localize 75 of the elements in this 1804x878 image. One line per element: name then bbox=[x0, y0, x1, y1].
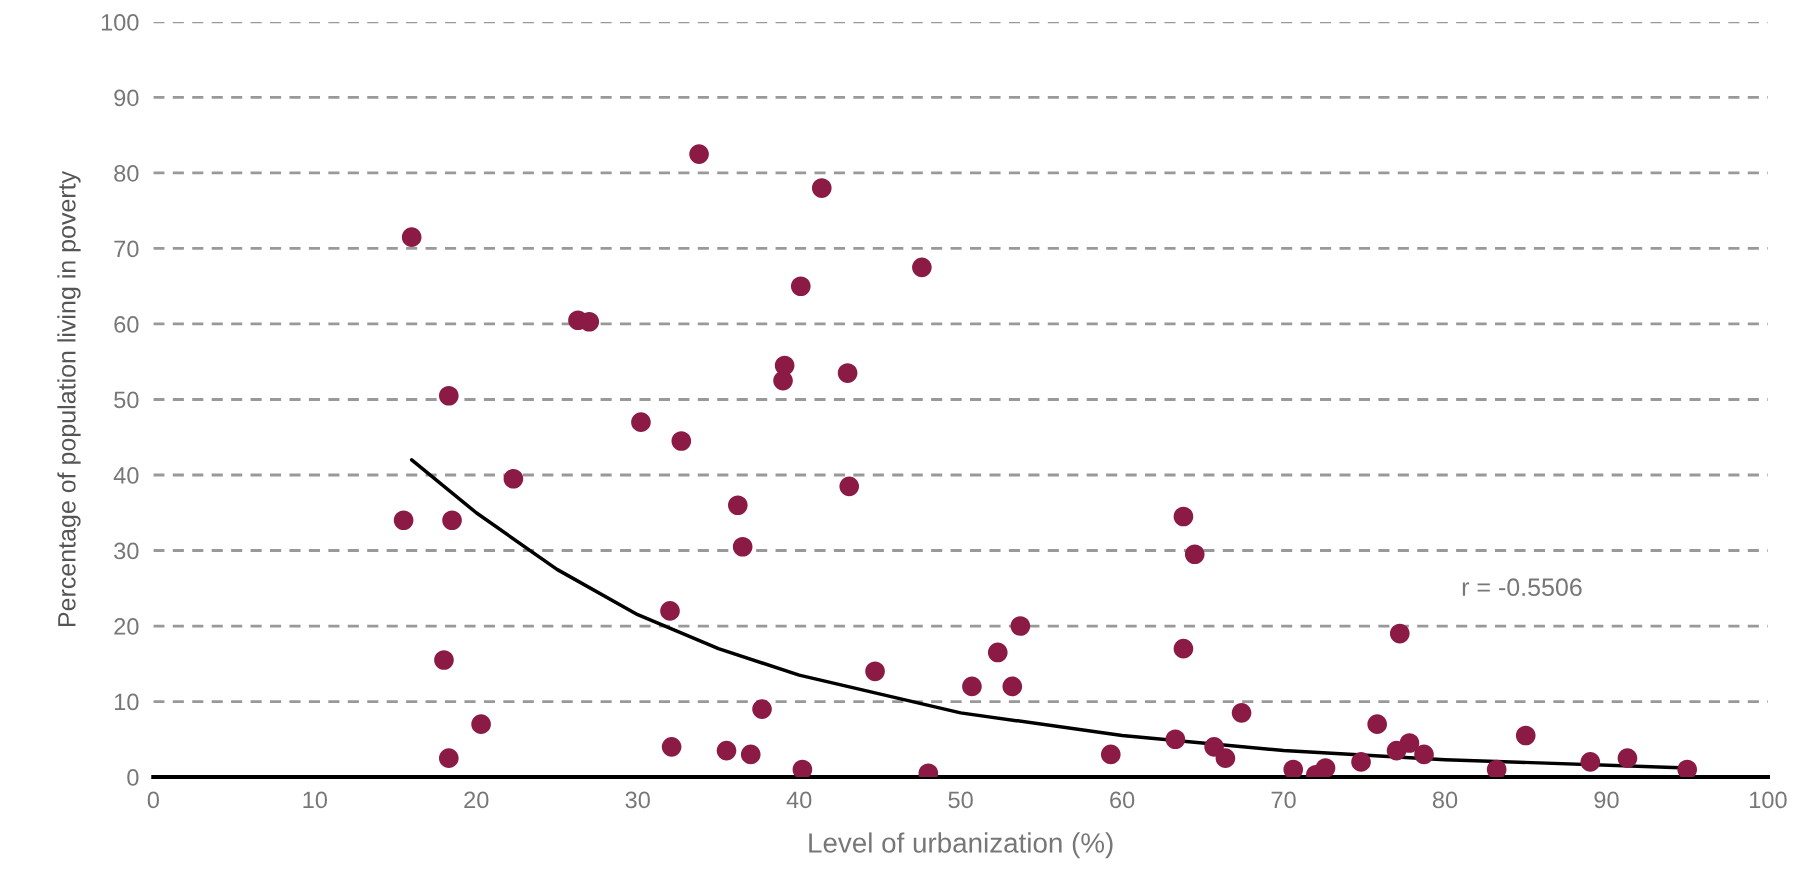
point bbox=[1283, 759, 1304, 778]
point bbox=[434, 650, 454, 670]
point bbox=[631, 412, 651, 432]
point bbox=[1351, 752, 1371, 772]
point bbox=[401, 227, 422, 247]
point bbox=[1515, 725, 1536, 746]
point bbox=[912, 257, 932, 278]
x-tick-label: 90 bbox=[1594, 791, 1619, 809]
point bbox=[1215, 748, 1236, 768]
x-tick-label: 60 bbox=[1110, 791, 1135, 809]
y-tick-label: 20 bbox=[114, 618, 139, 635]
point bbox=[1399, 733, 1420, 753]
y-tick-label: 60 bbox=[114, 316, 139, 333]
y-tick-label: 40 bbox=[113, 467, 139, 484]
point bbox=[752, 699, 772, 719]
point bbox=[1580, 752, 1601, 772]
x-tick-label: 50 bbox=[948, 791, 973, 809]
point bbox=[1315, 758, 1336, 778]
point bbox=[661, 737, 682, 757]
x-tick-label: 80 bbox=[1432, 791, 1458, 809]
point bbox=[839, 476, 860, 497]
point bbox=[837, 363, 858, 383]
x-tick-label: 100 bbox=[1750, 791, 1787, 809]
point bbox=[732, 536, 753, 557]
point bbox=[716, 740, 737, 761]
x-tick-label: 30 bbox=[625, 791, 650, 809]
point bbox=[1173, 506, 1194, 527]
point bbox=[1184, 544, 1205, 565]
point bbox=[1100, 744, 1121, 765]
x-tick-label: 0 bbox=[147, 791, 159, 809]
point bbox=[962, 676, 982, 697]
x-tick-label: 40 bbox=[786, 791, 812, 809]
point bbox=[740, 744, 761, 765]
y-tick-label: 90 bbox=[114, 89, 139, 107]
y-tick-label: 30 bbox=[114, 542, 139, 560]
point bbox=[1367, 714, 1388, 734]
x-tick-label: 20 bbox=[464, 791, 489, 809]
point bbox=[442, 510, 462, 531]
point bbox=[1231, 703, 1252, 723]
point bbox=[438, 385, 459, 406]
point bbox=[1002, 676, 1023, 697]
y-tick-label: 80 bbox=[114, 165, 139, 182]
point bbox=[660, 601, 680, 621]
y-tick-label: 50 bbox=[114, 391, 139, 409]
point bbox=[579, 311, 600, 332]
x-tick-label: 70 bbox=[1271, 791, 1296, 809]
y-tick-label: 0 bbox=[127, 769, 139, 786]
point bbox=[1414, 744, 1434, 765]
y-axis-title: Percentage of population living in poverty bbox=[57, 170, 81, 627]
point bbox=[1010, 616, 1031, 636]
point bbox=[774, 355, 795, 376]
annotation: r = -0.5506 bbox=[1462, 578, 1582, 597]
point bbox=[811, 178, 832, 198]
point bbox=[393, 510, 414, 531]
point bbox=[1486, 759, 1507, 778]
point bbox=[790, 276, 811, 297]
point bbox=[1389, 623, 1410, 644]
point bbox=[1617, 748, 1638, 768]
point bbox=[503, 468, 524, 489]
point bbox=[471, 714, 491, 734]
point bbox=[671, 431, 692, 451]
point bbox=[792, 759, 813, 778]
x-axis-title: Level of urbanization (%) bbox=[809, 832, 1113, 859]
point bbox=[1677, 759, 1698, 778]
y-tick-label: 10 bbox=[114, 693, 139, 711]
y-tick-label: 100 bbox=[101, 14, 139, 31]
point bbox=[689, 144, 709, 164]
point bbox=[987, 642, 1008, 663]
x-tick-label: 10 bbox=[303, 791, 328, 809]
point bbox=[728, 495, 748, 516]
point bbox=[438, 748, 459, 768]
point bbox=[1173, 638, 1194, 659]
y-tick-label: 70 bbox=[114, 240, 139, 258]
point bbox=[1165, 729, 1186, 750]
point bbox=[865, 661, 885, 682]
